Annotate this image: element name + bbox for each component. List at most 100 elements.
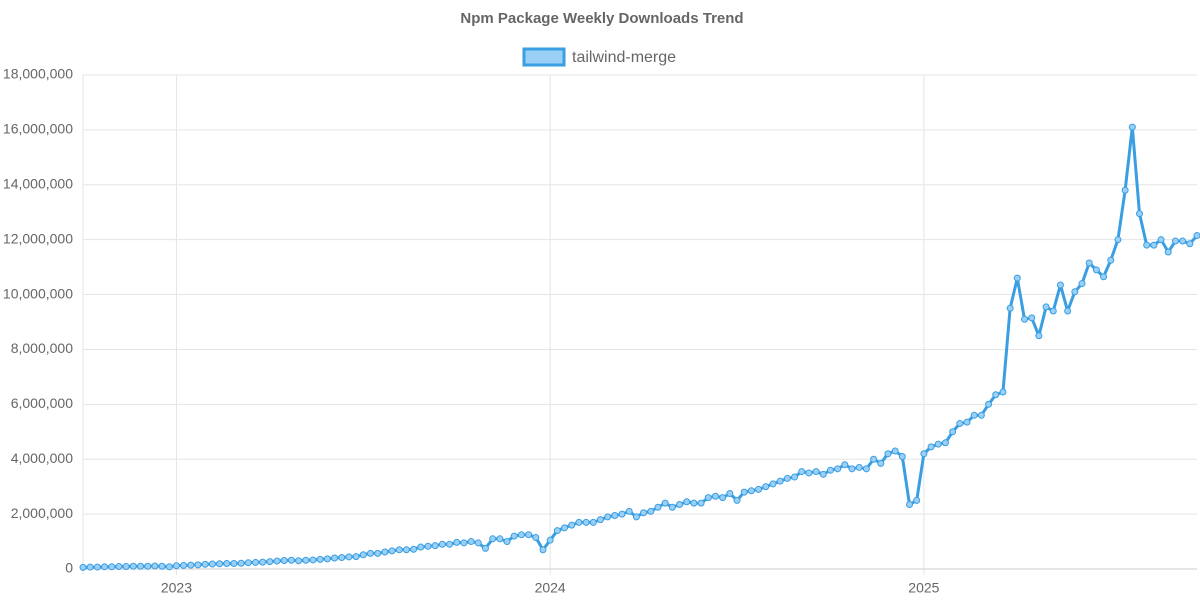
data-point [374,549,382,557]
data-point [460,539,468,547]
data-point [266,558,274,566]
data-point [1193,232,1200,240]
x-tick-label: 2025 [908,580,939,596]
data-point [568,521,576,529]
data-point [251,558,259,566]
data-point [783,474,791,482]
data-point [359,551,367,559]
data-point [316,555,324,563]
data-point [956,420,964,428]
data-point [1085,259,1093,267]
data-point [625,507,633,515]
data-point [517,531,525,539]
data-point [654,503,662,511]
data-point [949,428,957,436]
data-point [1121,186,1129,194]
data-point [525,531,533,539]
data-point [352,553,360,561]
data-point [676,501,684,509]
data-point [237,559,245,567]
data-point [287,556,295,564]
data-point [539,546,547,554]
data-point [446,540,454,548]
data-point [503,538,511,546]
data-point [575,518,583,526]
data-point [977,411,985,419]
data-point [762,483,770,491]
data-point [870,455,878,463]
data-point [711,492,719,500]
data-point [180,561,188,569]
data-point [1064,307,1072,315]
data-point [395,546,403,554]
data-point [144,562,152,570]
data-point [93,563,101,571]
data-point [151,562,159,570]
data-point [86,563,94,571]
data-point [532,533,540,541]
data-point [992,391,1000,399]
data-point [604,513,612,521]
y-tick-label: 16,000,000 [3,121,73,137]
data-point [453,538,461,546]
data-point [1186,240,1194,248]
data-point [1006,304,1014,312]
data-point [280,556,288,564]
data-point [431,542,439,550]
data-point [510,532,518,540]
data-point [165,563,173,571]
data-point [194,561,202,569]
data-point [101,563,109,571]
data-point [1042,303,1050,311]
data-point [826,466,834,474]
data-point [1078,280,1086,288]
data-point [920,450,928,458]
x-tick-label: 2024 [535,580,566,596]
data-point [927,443,935,451]
data-point [187,561,195,569]
data-point [295,557,303,565]
data-point [1171,237,1179,245]
data-point [1100,273,1108,281]
data-point [366,549,374,557]
data-point [913,496,921,504]
data-point [1157,236,1165,244]
data-point [1035,332,1043,340]
data-line [82,125,1199,569]
data-point [661,499,669,507]
data-point [819,470,827,478]
y-tick-label: 8,000,000 [11,340,73,356]
data-point [438,540,446,548]
data-point [1028,314,1036,322]
legend-swatch [522,47,566,67]
data-point [970,411,978,419]
data-point [223,560,231,568]
data-point [841,461,849,469]
data-point [244,559,252,567]
data-point [417,543,425,551]
data-point [115,563,123,571]
data-point [791,473,799,481]
data-point [877,459,885,467]
data-point [647,507,655,515]
data-point [136,562,144,570]
data-point [740,488,748,496]
data-point [338,553,346,561]
data-point [618,510,626,518]
y-tick-label: 14,000,000 [3,175,73,191]
data-point [79,563,87,571]
data-point [108,563,116,571]
data-point [985,400,993,408]
data-point [323,555,331,563]
data-point [611,511,619,519]
data-point [1049,307,1057,315]
data-point [481,544,489,552]
data-point [934,440,942,448]
data-point [704,494,712,502]
data-point [898,452,906,460]
data-point [884,450,892,458]
data-point [769,480,777,488]
data-point [1143,241,1151,249]
data-point [561,524,569,532]
data-point [690,499,698,507]
